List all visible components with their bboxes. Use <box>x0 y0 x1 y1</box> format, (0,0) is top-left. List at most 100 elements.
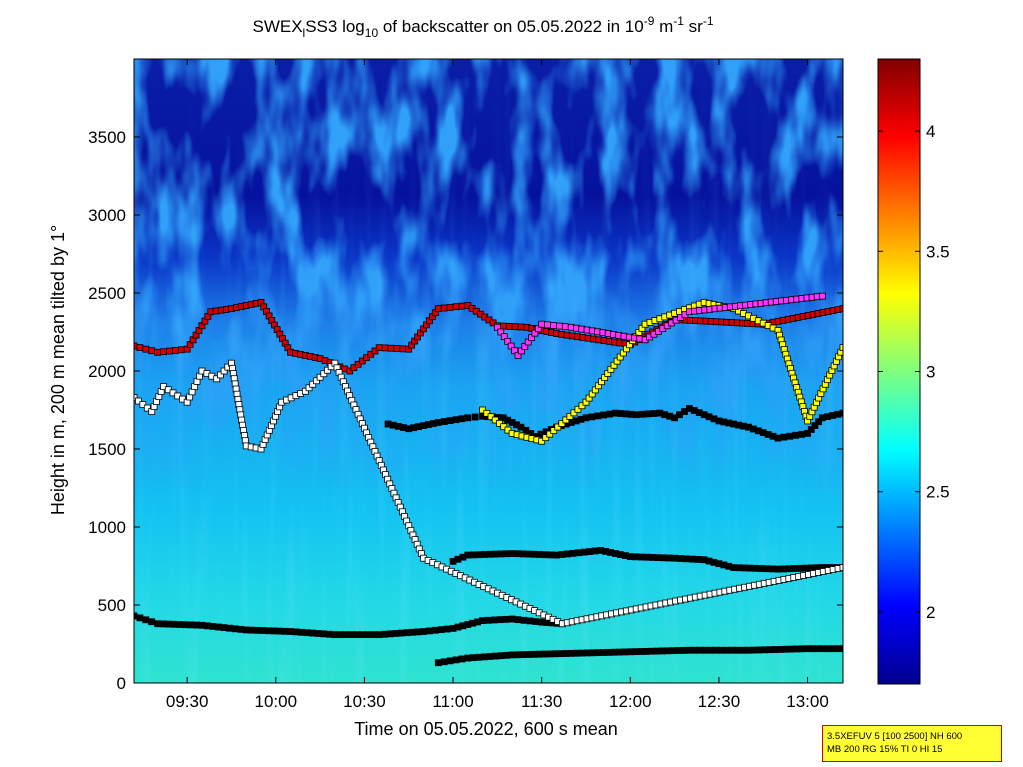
data-marker <box>452 656 460 664</box>
data-marker <box>209 623 217 630</box>
data-marker <box>469 654 477 662</box>
data-marker <box>142 616 150 624</box>
data-marker <box>839 409 843 417</box>
data-marker <box>171 347 179 354</box>
data-marker <box>281 627 289 635</box>
data-marker <box>550 322 557 329</box>
y-axis-label: Height in m, 200 m mean tilted by 1° <box>48 225 68 515</box>
data-marker <box>757 565 765 572</box>
data-marker <box>665 554 673 562</box>
data-marker <box>440 658 448 666</box>
y-tick-label: 1000 <box>88 518 126 537</box>
info-line-2: MB 200 RG 15% TI 0 HI 15 <box>827 744 943 755</box>
data-marker <box>303 629 311 637</box>
data-marker <box>508 550 516 557</box>
colorbar-tick-label: 3.5 <box>926 242 950 261</box>
data-marker <box>503 550 510 558</box>
data-marker <box>135 397 142 405</box>
data-marker <box>452 416 460 424</box>
data-marker <box>481 653 488 661</box>
data-marker <box>558 551 566 558</box>
y-tick-label: 1500 <box>88 440 126 459</box>
data-marker <box>526 617 534 625</box>
x-tick-label: 09:30 <box>166 692 209 711</box>
data-marker <box>464 414 472 422</box>
data-marker <box>554 423 562 431</box>
data-marker <box>496 616 504 624</box>
data-marker <box>632 553 640 561</box>
chart-title: SWEXlSS3 log10 of backscatter on 05.05.2… <box>252 14 713 40</box>
data-marker <box>492 550 499 558</box>
data-marker <box>811 422 819 430</box>
data-marker <box>497 328 505 336</box>
data-marker <box>139 401 147 408</box>
data-marker <box>337 631 344 639</box>
y-axis: 0 500 1000 1500 2000 2500 3000 3500 <box>88 128 843 693</box>
data-marker <box>242 626 250 634</box>
colorbar-tick-label: 2 <box>926 603 935 622</box>
data-marker <box>538 437 546 445</box>
data-marker <box>507 342 515 350</box>
data-marker <box>588 413 596 421</box>
data-marker <box>569 549 577 557</box>
data-marker <box>331 631 339 639</box>
data-marker <box>671 554 679 562</box>
data-marker <box>785 565 793 573</box>
data-marker <box>637 553 645 561</box>
data-marker <box>508 615 516 623</box>
data-marker <box>499 322 507 330</box>
data-marker <box>486 550 494 558</box>
x-axis: 09:30 10:00 10:30 11:00 11:30 12:00 12:30 13:00 <box>166 59 829 711</box>
data-marker <box>558 420 566 427</box>
data-marker <box>818 292 826 300</box>
data-marker <box>511 323 519 331</box>
data-marker <box>517 323 525 331</box>
data-marker <box>220 367 228 375</box>
y-tick-label: 3500 <box>88 128 126 147</box>
data-marker <box>443 625 451 633</box>
data-marker <box>397 629 405 637</box>
data-marker <box>606 410 614 418</box>
data-marker <box>471 413 479 421</box>
data-marker <box>626 553 634 561</box>
plot-area <box>134 59 843 683</box>
data-marker <box>479 617 486 624</box>
data-marker <box>301 387 309 395</box>
data-marker <box>485 616 492 624</box>
data-marker <box>580 548 588 556</box>
data-marker <box>774 434 782 442</box>
data-marker <box>815 418 823 426</box>
data-marker <box>198 621 206 629</box>
data-marker <box>170 620 178 628</box>
y-tick-label: 500 <box>98 596 126 615</box>
data-marker <box>654 554 662 562</box>
data-marker <box>638 410 646 418</box>
data-marker <box>556 322 563 330</box>
data-marker <box>769 565 776 573</box>
data-marker <box>660 554 667 562</box>
data-marker <box>309 629 317 637</box>
data-marker <box>393 345 401 352</box>
data-marker <box>324 366 331 374</box>
data-marker <box>497 652 505 660</box>
data-marker <box>154 620 162 628</box>
data-marker <box>148 347 156 355</box>
data-marker <box>375 344 383 352</box>
y-tick-label: 0 <box>117 674 126 693</box>
data-marker <box>231 625 239 633</box>
data-marker <box>632 411 640 419</box>
data-marker <box>314 630 322 637</box>
data-marker <box>469 551 477 559</box>
data-marker <box>265 627 272 635</box>
data-marker <box>582 414 590 422</box>
data-marker <box>839 564 843 571</box>
data-marker <box>159 620 167 628</box>
data-marker <box>420 628 427 635</box>
data-marker <box>546 430 554 438</box>
data-marker <box>431 626 439 634</box>
data-marker <box>730 564 738 571</box>
data-marker <box>270 627 278 635</box>
data-marker <box>553 551 560 559</box>
data-marker <box>561 323 569 331</box>
data-marker <box>440 304 448 312</box>
